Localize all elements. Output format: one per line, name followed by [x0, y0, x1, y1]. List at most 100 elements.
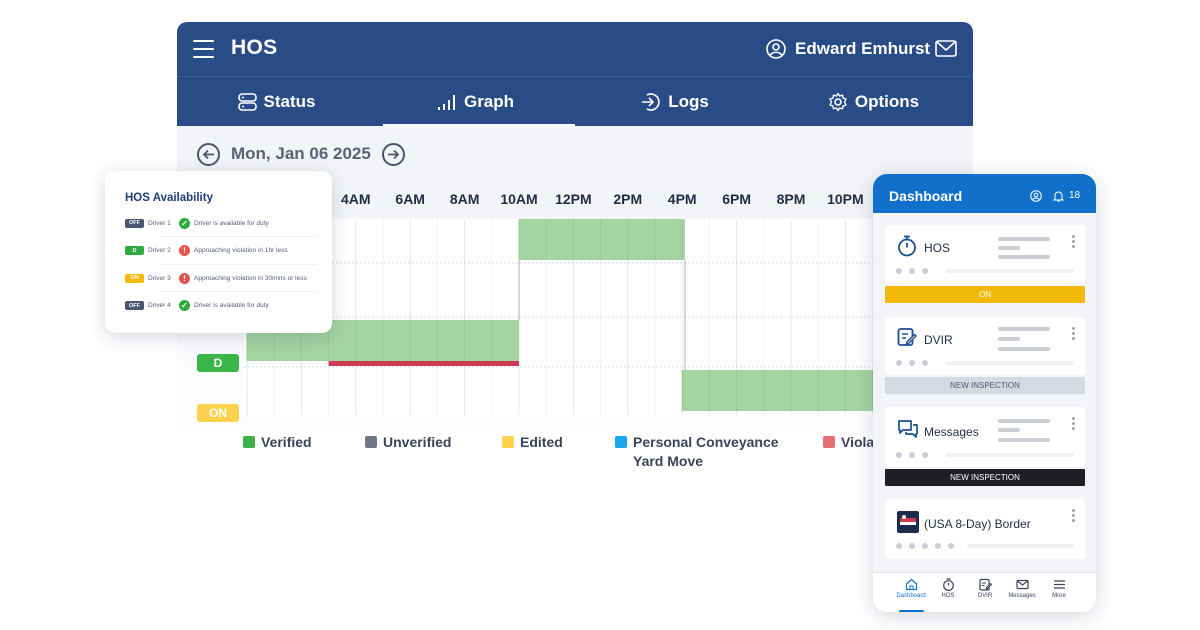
- legend-swatch: [365, 436, 377, 448]
- user-icon[interactable]: [766, 39, 786, 59]
- dashboard-card-border[interactable]: (USA 8-Day) Border: [885, 499, 1085, 559]
- placeholder-line: [946, 269, 1074, 273]
- status-label-on: ON: [197, 404, 239, 422]
- hamburger-menu-icon[interactable]: [193, 40, 214, 58]
- home-icon: [905, 578, 917, 591]
- placeholder-dot: [935, 543, 941, 549]
- hos-graph: 4AM6AM8AM10AM12PM2PM4PM6PM8PM10PM1 D ON: [177, 182, 973, 442]
- card-label: Messages: [924, 425, 979, 439]
- driver-name: Driver 1: [148, 219, 171, 227]
- nav-hos[interactable]: HOS: [928, 578, 968, 599]
- time-tick-label: 10PM: [827, 191, 864, 207]
- tab-status[interactable]: Status: [177, 77, 376, 127]
- availability-row[interactable]: OFF Driver 4 ✓ Driver is available for duty: [125, 298, 315, 314]
- nav-messages[interactable]: Messages: [1002, 578, 1042, 599]
- time-tick-label: 12PM: [555, 191, 592, 207]
- nav-dashboard[interactable]: Dashboard: [891, 578, 931, 612]
- placeholder-dot: [909, 452, 915, 458]
- alert-circle-icon: !: [179, 245, 190, 256]
- date-label: Mon, Jan 06 2025: [231, 144, 371, 163]
- date-navigator: Mon, Jan 06 2025: [197, 142, 405, 166]
- nav-label: Dashboard: [896, 593, 926, 599]
- app-title: HOS: [231, 36, 278, 59]
- bottom-nav: Dashboard HOS DVIR Messages: [873, 572, 1096, 612]
- placeholder-line: [998, 347, 1050, 351]
- placeholder-dot: [896, 452, 902, 458]
- placeholder-line: [946, 361, 1074, 365]
- more-options-icon[interactable]: [1072, 417, 1075, 432]
- placeholder-line: [998, 419, 1050, 423]
- mobile-dashboard: Dashboard 18 HOS ON: [873, 174, 1096, 612]
- mail-icon[interactable]: [935, 40, 957, 57]
- card-label: DVIR: [924, 333, 953, 347]
- graph-grid: [244, 219, 973, 415]
- stopwatch-icon: [942, 578, 954, 591]
- duty-segment[interactable]: [519, 219, 685, 260]
- availability-text: Approaching violation in 1hr less: [194, 247, 288, 254]
- arrow-right-icon: [387, 149, 400, 159]
- tab-logs-label: Logs: [668, 92, 709, 111]
- placeholder-dot: [909, 360, 915, 366]
- more-options-icon[interactable]: [1072, 509, 1075, 524]
- time-tick-label: 8PM: [776, 191, 806, 207]
- duty-status-badge: OFF: [125, 301, 144, 310]
- placeholder-dot: [922, 452, 928, 458]
- placeholder-line: [946, 453, 1074, 457]
- bell-icon[interactable]: [1053, 190, 1064, 202]
- legend-unverified: Unverified: [365, 434, 451, 450]
- check-circle-icon: ✓: [179, 300, 190, 311]
- messages-new-inspection-button[interactable]: NEW INSPECTION: [885, 469, 1085, 486]
- time-tick-label: 6AM: [395, 191, 425, 207]
- tab-options[interactable]: Options: [774, 77, 973, 127]
- dashboard-card-hos[interactable]: HOS: [885, 225, 1085, 283]
- time-tick-label: 2PM: [613, 191, 643, 207]
- legend-swatch: [823, 436, 835, 448]
- time-tick-label: 4AM: [341, 191, 371, 207]
- nav-label: More: [1052, 593, 1066, 599]
- user-icon[interactable]: [1030, 190, 1042, 202]
- placeholder-line: [967, 544, 1074, 548]
- legend-label: Edited: [520, 434, 563, 450]
- more-options-icon[interactable]: [1072, 327, 1075, 342]
- placeholder-line: [998, 246, 1020, 250]
- availability-row[interactable]: ON Driver 3! Approaching violation in 30mi…: [125, 270, 315, 286]
- nav-dvir[interactable]: DVIR: [965, 578, 1005, 599]
- dashboard-card-dvir[interactable]: DVIR: [885, 317, 1085, 375]
- check-circle-icon: ✓: [179, 217, 190, 229]
- legend-violation: Violat: [823, 434, 879, 450]
- dashboard-card-messages[interactable]: Messages: [885, 407, 1085, 467]
- driver-name: Driver 3: [148, 274, 171, 282]
- hos-status-bar[interactable]: ON: [885, 286, 1085, 303]
- tab-status-label: Status: [263, 92, 316, 111]
- legend-swatch: [243, 436, 255, 448]
- tab-options-label: Options: [854, 92, 920, 111]
- nav-label: HOS: [941, 593, 955, 599]
- status-label-d: D: [197, 354, 239, 372]
- notification-count: 18: [1069, 190, 1081, 201]
- time-tick-label: 8AM: [449, 191, 480, 207]
- tab-graph[interactable]: Graph: [376, 77, 575, 127]
- stopwatch-icon: [898, 235, 916, 257]
- legend-personal-conveyance: Personal Conveyance Yard Move: [615, 434, 779, 469]
- next-day-button[interactable]: [381, 142, 405, 166]
- alert-circle-icon: !: [179, 272, 190, 284]
- menu-icon: [1053, 580, 1065, 589]
- dvir-new-inspection-button[interactable]: NEW INSPECTION: [885, 377, 1085, 394]
- placeholder-line: [998, 255, 1050, 259]
- placeholder-dot: [922, 360, 928, 366]
- violation-bar[interactable]: [328, 361, 519, 366]
- nav-label: Messages: [1008, 593, 1036, 599]
- user-name[interactable]: Edward Emhurst: [795, 39, 931, 58]
- tab-graph-label: Graph: [463, 92, 515, 111]
- nav-more[interactable]: More: [1039, 578, 1079, 599]
- tab-bar: Status Graph Logs Options: [177, 76, 973, 127]
- more-options-icon[interactable]: [1072, 235, 1075, 250]
- availability-row[interactable]: D Driver 2! Approaching violation in 1hr l…: [125, 243, 315, 259]
- duty-status-badge: OFF: [125, 218, 144, 228]
- dvir-icon: [978, 578, 992, 591]
- driver-name: Driver 2: [148, 247, 171, 254]
- availability-row[interactable]: OFF Driver 1 ✓ Driver is available for duty: [125, 215, 315, 231]
- graph-grid-svg: [244, 219, 973, 415]
- previous-day-button[interactable]: [197, 142, 220, 166]
- tab-logs[interactable]: Logs: [575, 77, 774, 127]
